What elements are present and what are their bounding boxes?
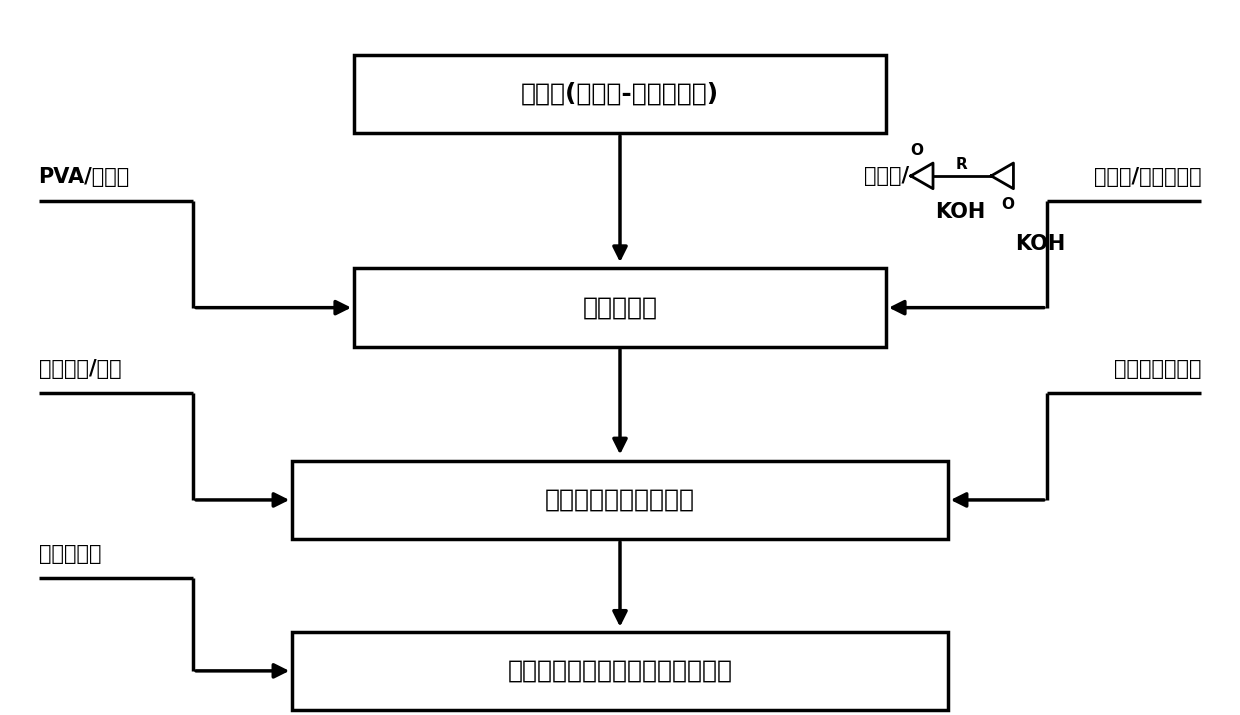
Text: KOH: KOH	[1016, 234, 1066, 254]
FancyBboxPatch shape	[353, 55, 887, 133]
Text: KOH: KOH	[935, 202, 986, 222]
Text: R: R	[956, 157, 967, 172]
Text: 环氧功能性单体: 环氧功能性单体	[1114, 359, 1202, 379]
FancyBboxPatch shape	[353, 268, 887, 347]
Text: 戊二醛/环氧化合物: 戊二醛/环氧化合物	[1094, 167, 1202, 187]
FancyBboxPatch shape	[293, 632, 947, 710]
Text: O: O	[1001, 197, 1014, 212]
Text: 戊二醛/: 戊二醛/	[864, 166, 909, 186]
Text: 亲水化涂层: 亲水化涂层	[583, 295, 657, 320]
Text: O: O	[910, 143, 924, 158]
Text: 路易斯酸/铈盐: 路易斯酸/铈盐	[38, 359, 122, 379]
Text: 亲水型高载量离子交换高分子微球: 亲水型高载量离子交换高分子微球	[507, 659, 733, 683]
Text: 接枝带多羟基高分子链: 接枝带多羟基高分子链	[546, 488, 694, 512]
Text: 功能性单体: 功能性单体	[38, 544, 100, 564]
Text: 多孔聚(苯乙烯-二乙烯基苯): 多孔聚(苯乙烯-二乙烯基苯)	[521, 82, 719, 106]
FancyBboxPatch shape	[293, 460, 947, 539]
Text: PVA/壳聚糖: PVA/壳聚糖	[38, 167, 130, 187]
